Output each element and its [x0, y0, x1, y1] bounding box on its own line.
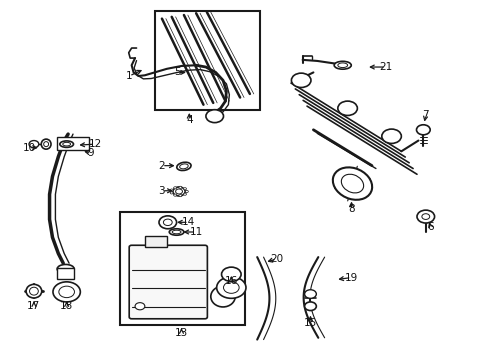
Text: 8: 8	[348, 204, 355, 215]
Ellipse shape	[175, 189, 182, 194]
Circle shape	[382, 129, 401, 143]
Ellipse shape	[41, 139, 51, 149]
Circle shape	[170, 192, 173, 194]
Ellipse shape	[57, 265, 74, 273]
Text: 19: 19	[345, 273, 358, 283]
Circle shape	[422, 214, 430, 220]
Text: 16: 16	[225, 276, 238, 286]
Text: 12: 12	[88, 139, 101, 149]
Bar	[145, 236, 167, 247]
Circle shape	[179, 194, 182, 197]
Text: 10: 10	[23, 143, 36, 153]
Ellipse shape	[180, 164, 188, 169]
Text: 1: 1	[126, 71, 132, 81]
Text: 15: 15	[304, 318, 317, 328]
Circle shape	[173, 187, 176, 189]
Circle shape	[305, 302, 317, 311]
Ellipse shape	[169, 229, 184, 235]
Ellipse shape	[211, 286, 235, 307]
Ellipse shape	[342, 174, 364, 193]
Ellipse shape	[60, 141, 74, 147]
Circle shape	[179, 186, 182, 188]
Text: 20: 20	[270, 254, 283, 264]
Bar	[155, 12, 260, 110]
Circle shape	[59, 286, 74, 298]
Circle shape	[29, 140, 39, 148]
Circle shape	[217, 277, 246, 298]
Ellipse shape	[338, 63, 347, 68]
Circle shape	[206, 110, 223, 123]
Text: 21: 21	[379, 62, 392, 72]
Circle shape	[159, 216, 176, 229]
Ellipse shape	[172, 230, 181, 234]
Circle shape	[223, 282, 239, 293]
Text: 13: 13	[175, 328, 188, 338]
Text: 14: 14	[182, 217, 196, 227]
Ellipse shape	[26, 284, 42, 298]
Text: 17: 17	[27, 301, 41, 311]
Circle shape	[184, 193, 187, 195]
Ellipse shape	[44, 141, 49, 147]
Text: 4: 4	[186, 115, 193, 125]
Bar	[57, 268, 74, 279]
Text: 5: 5	[174, 67, 181, 77]
Text: 3: 3	[159, 186, 165, 196]
Circle shape	[416, 125, 430, 135]
Circle shape	[184, 188, 187, 190]
Circle shape	[417, 210, 435, 223]
Bar	[57, 137, 89, 149]
Circle shape	[292, 73, 311, 87]
Ellipse shape	[173, 187, 185, 196]
Text: 11: 11	[190, 227, 203, 237]
Circle shape	[173, 194, 176, 196]
Circle shape	[53, 282, 80, 302]
Bar	[121, 212, 245, 325]
Text: 2: 2	[159, 161, 165, 171]
Ellipse shape	[334, 61, 351, 69]
Circle shape	[305, 290, 317, 298]
Text: 18: 18	[60, 301, 74, 311]
FancyBboxPatch shape	[129, 245, 207, 319]
Text: 9: 9	[88, 148, 95, 158]
Circle shape	[163, 219, 172, 226]
Circle shape	[170, 189, 173, 191]
Ellipse shape	[29, 287, 38, 295]
Text: 7: 7	[422, 111, 429, 121]
Circle shape	[221, 267, 241, 282]
Text: 6: 6	[427, 222, 434, 232]
Ellipse shape	[177, 162, 191, 171]
Circle shape	[185, 190, 188, 193]
Ellipse shape	[63, 142, 71, 146]
Circle shape	[338, 101, 357, 116]
Circle shape	[135, 303, 145, 310]
Ellipse shape	[333, 167, 372, 200]
